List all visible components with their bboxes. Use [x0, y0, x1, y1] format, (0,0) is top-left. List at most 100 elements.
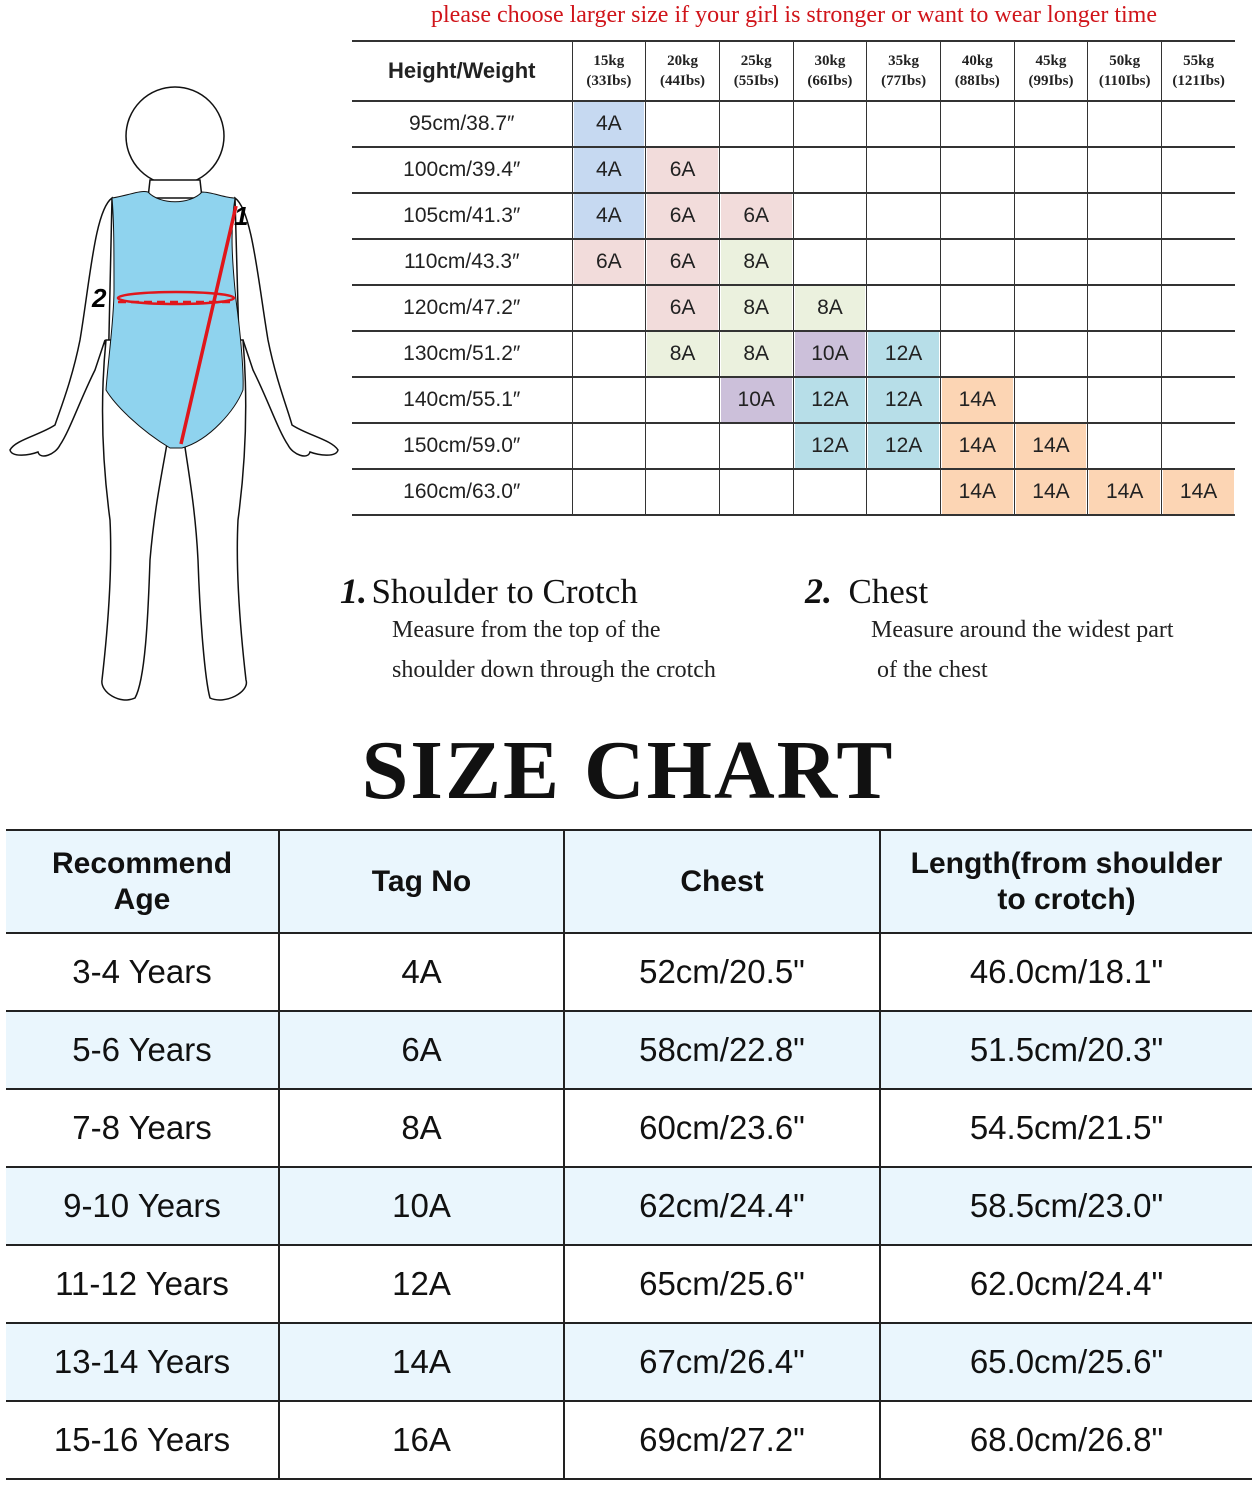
size-value — [1163, 378, 1234, 422]
weight-header: 20kg (44Ibs) — [645, 40, 720, 102]
size-value: 12A — [794, 378, 866, 422]
size-value: 6A — [647, 194, 718, 238]
size-value: 14A — [941, 470, 1013, 514]
size-cell: 7-8 Years — [6, 1088, 280, 1168]
size-value — [1089, 378, 1160, 422]
size-cell — [792, 469, 867, 516]
size-cell — [645, 469, 720, 516]
size-cell: 67cm/26.4" — [563, 1322, 881, 1402]
size-chart-table: Recommend Age Tag No Chest Length(from shou… — [6, 829, 1252, 1480]
size-cell: 6A — [645, 285, 720, 332]
size-value — [647, 470, 718, 514]
size-cell — [792, 239, 867, 286]
size-cell — [1013, 147, 1088, 194]
height-label: 130cm/51.2″ — [352, 331, 572, 378]
size-cell: 11-12 Years — [6, 1244, 280, 1324]
size-header-row: Recommend Age Tag No Chest Length(from shou… — [6, 829, 1252, 934]
size-value: 8A — [720, 240, 792, 284]
size-cell — [939, 101, 1015, 148]
size-cell — [1013, 193, 1088, 240]
size-cell — [1013, 331, 1088, 378]
size-cell — [571, 469, 646, 516]
size-cell — [571, 285, 646, 332]
weight-header: 50kg (110Ibs) — [1087, 40, 1162, 102]
size-value — [1163, 424, 1234, 468]
size-cell — [1161, 147, 1236, 194]
weight-header: 30kg (66Ibs) — [792, 40, 867, 102]
size-cell: 65.0cm/25.6" — [879, 1322, 1252, 1402]
size-cell: 3-4 Years — [6, 932, 280, 1012]
weight-header: 25kg (55Ibs) — [718, 40, 794, 102]
size-cell: 6A — [278, 1010, 565, 1090]
measure-number: 2. — [805, 571, 832, 611]
size-cell: 6A — [718, 193, 794, 240]
size-value — [942, 286, 1013, 330]
size-cell: 14A — [1161, 469, 1236, 516]
size-value: 8A — [647, 332, 718, 376]
height-label: 110cm/43.3″ — [352, 239, 572, 286]
size-value — [795, 194, 866, 238]
weight-kg: 40kg — [961, 53, 993, 69]
size-cell — [718, 147, 794, 194]
size-value: 6A — [647, 148, 718, 192]
grid-row: 130cm/51.2″ 8A 8A 10A 12A — [352, 331, 1236, 378]
size-value: 14A — [1015, 424, 1087, 468]
measure-chest: 2. Chest Measure around the widest part … — [805, 570, 1245, 690]
size-cell — [1161, 239, 1236, 286]
weight-kg: 15kg — [593, 53, 625, 69]
size-value — [647, 378, 718, 422]
size-cell — [1087, 331, 1162, 378]
weight-lbs: (66Ibs) — [807, 73, 853, 89]
size-value: 8A — [720, 286, 792, 330]
size-cell: 12A — [866, 423, 941, 470]
size-cell: 14A — [1013, 423, 1088, 470]
size-value — [1163, 102, 1234, 146]
size-value — [868, 148, 939, 192]
size-cell — [792, 101, 867, 148]
size-cell: 8A — [278, 1088, 565, 1168]
measure-desc-line: of the chest — [877, 657, 988, 683]
weight-kg: 35kg — [888, 53, 920, 69]
measure-title: Shoulder to Crotch — [371, 572, 638, 611]
size-cell: 65cm/25.6" — [563, 1244, 881, 1324]
height-label: 95cm/38.7″ — [352, 101, 572, 148]
size-cell — [1161, 101, 1236, 148]
size-cell: 69cm/27.2" — [563, 1400, 881, 1480]
weight-header: 55kg (121Ibs) — [1161, 40, 1236, 102]
size-row: 15-16 Years 16A 69cm/27.2" 68.0cm/26.8" — [6, 1400, 1252, 1480]
size-cell — [1013, 285, 1088, 332]
size-cell: 8A — [792, 285, 867, 332]
size-cell: 12A — [278, 1244, 565, 1324]
size-value — [574, 332, 645, 376]
size-cell — [1087, 101, 1162, 148]
size-cell — [1087, 147, 1162, 194]
size-cell — [939, 239, 1015, 286]
size-cell: 58cm/22.8" — [563, 1010, 881, 1090]
size-value — [795, 148, 866, 192]
size-cell — [1087, 423, 1162, 470]
height-label: 160cm/63.0″ — [352, 469, 572, 516]
size-cell — [718, 101, 794, 148]
size-cell — [1161, 193, 1236, 240]
size-cell: 5-6 Years — [6, 1010, 280, 1090]
weight-header: 40kg (88Ibs) — [939, 40, 1015, 102]
size-value: 4A — [573, 194, 645, 238]
size-cell: 14A — [278, 1322, 565, 1402]
size-cell — [571, 331, 646, 378]
size-row: 9-10 Years 10A 62cm/24.4" 58.5cm/23.0" — [6, 1166, 1252, 1246]
size-value — [1163, 286, 1234, 330]
size-value — [1089, 286, 1160, 330]
size-cell — [939, 331, 1015, 378]
size-value: 14A — [941, 378, 1013, 422]
size-value — [721, 102, 792, 146]
measure-number: 1. — [340, 571, 367, 611]
size-cell: 4A — [571, 101, 646, 148]
grid-row: 95cm/38.7″ 4A — [352, 101, 1236, 148]
size-cell — [866, 239, 941, 286]
size-value: 6A — [573, 240, 645, 284]
size-value — [574, 424, 645, 468]
size-value: 10A — [794, 332, 866, 376]
size-cell — [1013, 377, 1088, 424]
size-cell — [866, 285, 941, 332]
weight-header: 45kg (99Ibs) — [1013, 40, 1088, 102]
